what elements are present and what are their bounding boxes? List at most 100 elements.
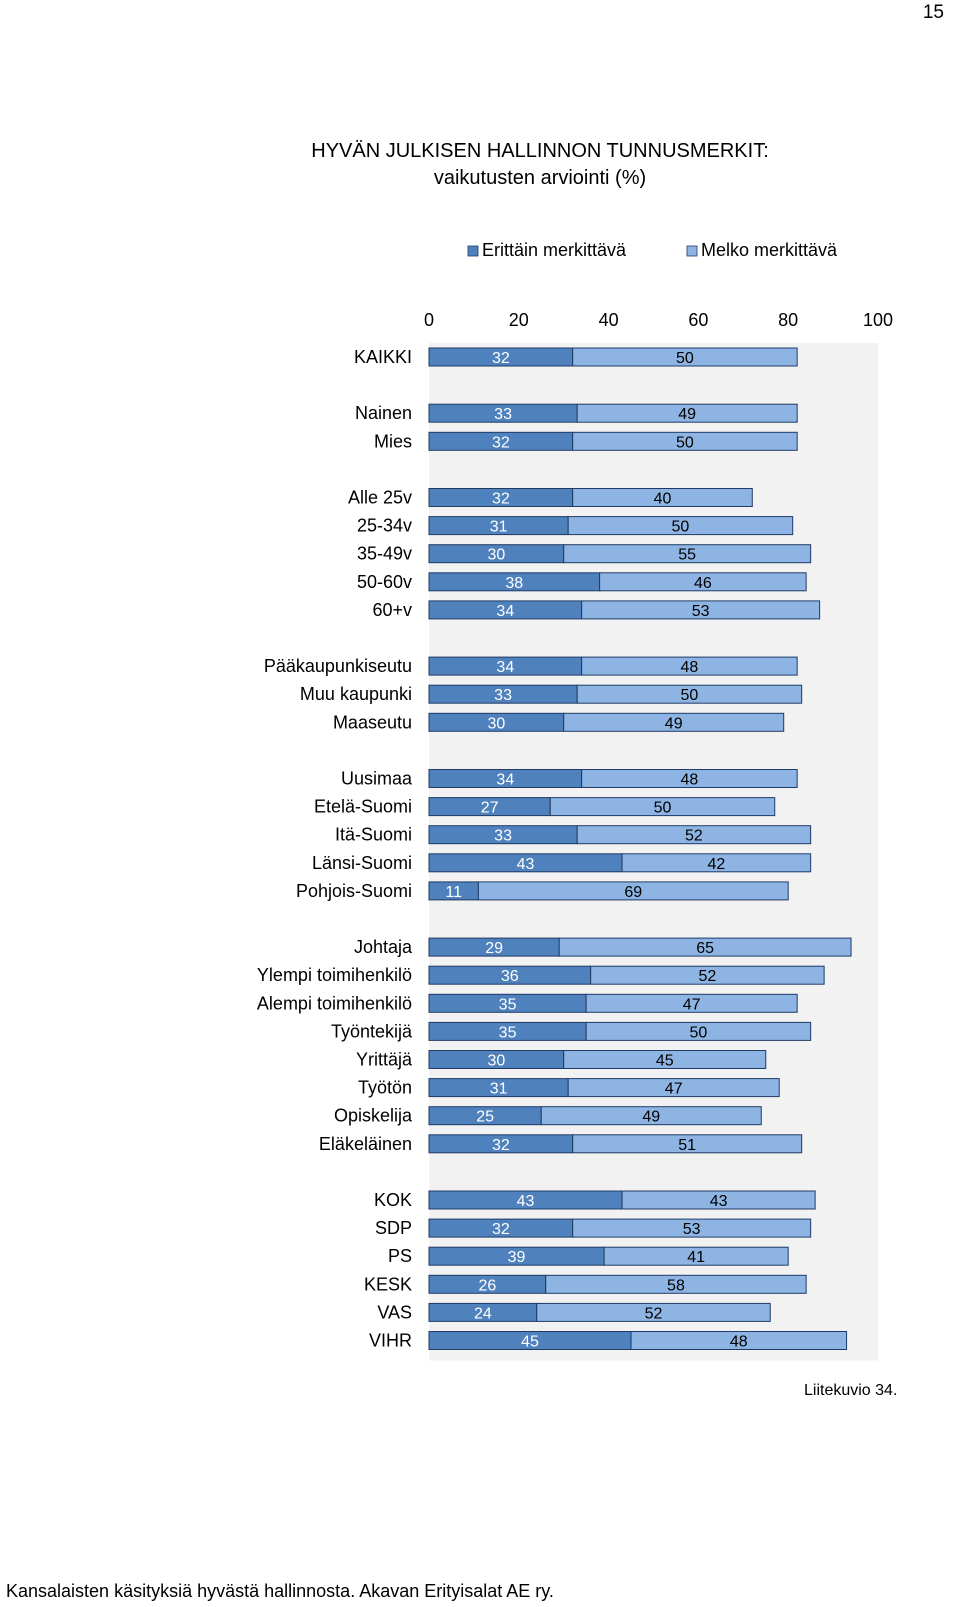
category-label: SDP	[375, 1218, 412, 1238]
chart-subtitle: vaikutusten arviointi (%)	[433, 167, 647, 189]
data-label-melko: 53	[683, 1221, 701, 1238]
category-label: Etelä-Suomi	[314, 797, 412, 817]
figure-caption: Liitekuvio 34.	[804, 1382, 898, 1399]
data-label-erittain: 26	[478, 1277, 496, 1294]
data-label-erittain: 32	[492, 1221, 510, 1238]
data-label-erittain: 31	[490, 1081, 508, 1098]
data-label-erittain: 29	[485, 940, 503, 957]
bar-segment-melko	[599, 572, 807, 592]
category-label: Johtaja	[354, 937, 413, 957]
x-tick-label: 0	[424, 310, 434, 330]
category-label: KOK	[374, 1190, 412, 1210]
bar-segment-melko	[567, 516, 794, 536]
category-label: Uusimaa	[341, 769, 413, 789]
legend-swatch-2	[686, 245, 698, 257]
data-label-erittain: 32	[492, 1137, 510, 1154]
data-label-melko: 50	[681, 687, 699, 704]
data-label-melko: 69	[624, 884, 642, 901]
bar-segment-melko	[621, 853, 812, 873]
category-label: Yrittäjä	[356, 1050, 413, 1070]
category-label: Eläkeläinen	[319, 1134, 412, 1154]
data-label-erittain: 34	[496, 603, 514, 620]
bar-segment-melko	[581, 600, 821, 620]
bar-segment-melko	[477, 881, 789, 901]
page-footer: Kansalaisten käsityksiä hyvästä hallinno…	[6, 1581, 554, 1601]
bar-segment-melko	[581, 656, 798, 676]
category-label: VIHR	[369, 1331, 412, 1351]
data-label-melko: 42	[707, 856, 725, 873]
data-label-melko: 50	[690, 1024, 708, 1041]
bar-segment-melko	[572, 1134, 803, 1154]
data-label-melko: 50	[676, 434, 694, 451]
category-label: VAS	[377, 1302, 412, 1322]
data-label-erittain: 39	[508, 1249, 526, 1266]
bar-segment-melko	[576, 403, 798, 423]
bar-segment-melko	[572, 347, 798, 367]
category-label: Maaseutu	[333, 712, 412, 732]
category-label: 35-49v	[357, 544, 412, 564]
data-label-erittain: 34	[496, 772, 514, 789]
category-label: Nainen	[355, 403, 412, 423]
x-tick-label: 40	[599, 310, 619, 330]
data-label-melko: 47	[665, 1081, 683, 1098]
bar-segment-melko	[572, 431, 798, 451]
x-tick-label: 100	[863, 310, 893, 330]
data-label-melko: 47	[683, 996, 701, 1013]
data-label-melko: 48	[681, 772, 699, 789]
category-label: 60+v	[372, 600, 412, 620]
legend-label-2: Melko merkittävä	[701, 240, 838, 260]
category-label: Alle 25v	[348, 488, 412, 508]
bar-segment-melko	[563, 1050, 767, 1069]
data-label-melko: 49	[678, 406, 696, 423]
data-label-melko: 50	[672, 519, 690, 536]
bar-segment-melko	[630, 1331, 848, 1350]
bar-segment-melko	[545, 1274, 807, 1294]
data-label-erittain: 45	[521, 1334, 539, 1351]
data-label-melko: 40	[654, 491, 672, 508]
category-label: Pohjois-Suomi	[296, 881, 412, 901]
data-label-erittain: 30	[487, 1053, 505, 1070]
data-label-erittain: 33	[494, 828, 512, 845]
x-tick-label: 60	[688, 310, 708, 330]
category-label: 50-60v	[357, 572, 412, 592]
legend-label-1: Erittäin merkittävä	[482, 240, 627, 260]
data-label-melko: 51	[678, 1137, 696, 1154]
data-label-melko: 52	[698, 968, 716, 985]
category-label: Muu kaupunki	[300, 684, 412, 704]
category-label: PS	[388, 1246, 412, 1266]
x-tick-label: 20	[509, 310, 529, 330]
stacked-bar-chart: Erittäin merkittävä Melko merkittävä 0 20 40…	[257, 240, 893, 1361]
x-tick-label: 80	[778, 310, 798, 330]
bar-segment-melko	[585, 1021, 812, 1041]
category-label: Pääkaupunkiseutu	[264, 656, 412, 676]
data-label-erittain: 34	[496, 659, 514, 676]
category-label: KAIKKI	[354, 347, 412, 367]
category-label: Ylempi toimihenkilö	[257, 965, 412, 985]
data-label-erittain: 30	[487, 547, 505, 564]
data-label-melko: 43	[710, 1193, 728, 1210]
data-label-melko: 48	[730, 1334, 748, 1351]
data-label-erittain: 32	[492, 434, 510, 451]
data-label-melko: 46	[694, 575, 712, 592]
bar-segment-melko	[590, 965, 825, 985]
data-label-melko: 50	[654, 800, 672, 817]
bar-segment-melko	[536, 1302, 771, 1322]
category-label: Työtön	[358, 1078, 412, 1098]
data-label-erittain: 35	[499, 996, 517, 1013]
bar-segment-melko	[576, 825, 812, 845]
data-label-erittain: 36	[501, 968, 519, 985]
data-label-melko: 50	[676, 350, 694, 367]
data-label-erittain: 33	[494, 687, 512, 704]
category-label: Alempi toimihenkilö	[257, 993, 412, 1013]
category-label: Opiskelija	[334, 1106, 413, 1126]
data-label-erittain: 24	[474, 1305, 492, 1322]
data-label-melko: 65	[696, 940, 714, 957]
bar-segment-melko	[567, 1078, 780, 1098]
bar-segment-melko	[572, 1218, 812, 1238]
data-label-melko: 52	[645, 1305, 663, 1322]
bar-segment-melko	[581, 769, 798, 788]
data-label-erittain: 11	[445, 884, 462, 901]
data-label-erittain: 25	[476, 1109, 494, 1126]
bar-segment-melko	[558, 937, 852, 957]
data-label-erittain: 33	[494, 406, 512, 423]
